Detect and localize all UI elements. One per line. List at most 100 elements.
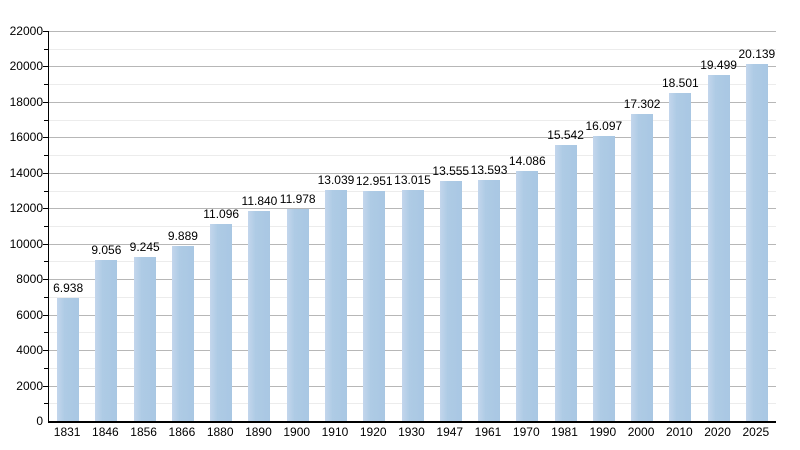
x-axis-tick-label: 1947 bbox=[436, 425, 464, 439]
y-axis-tick-label: 22000 bbox=[9, 24, 43, 38]
x-axis-tick-label: 1920 bbox=[359, 425, 387, 439]
bar-1947 bbox=[439, 180, 462, 421]
bar-1920 bbox=[363, 191, 386, 421]
bar-1880 bbox=[210, 224, 233, 421]
bar-value-label: 13.039 bbox=[317, 172, 355, 187]
major-gridline bbox=[49, 66, 776, 67]
bar-value-label: 19.499 bbox=[700, 58, 737, 73]
bar-2010 bbox=[669, 93, 692, 421]
y-axis-tick bbox=[43, 368, 48, 369]
bar-value-label: 13.593 bbox=[470, 163, 508, 178]
minor-gridline bbox=[49, 155, 776, 156]
y-axis-tick bbox=[43, 403, 48, 404]
x-axis-tick-label: 1910 bbox=[321, 425, 349, 439]
y-axis-tick bbox=[42, 102, 48, 103]
x-axis-tick-label: 1900 bbox=[283, 425, 311, 439]
y-axis-tick bbox=[43, 297, 48, 298]
bar-1961 bbox=[478, 180, 501, 421]
y-axis-tick-label: 6000 bbox=[16, 307, 43, 322]
bar-value-label: 9.245 bbox=[129, 240, 160, 255]
y-axis-tick bbox=[42, 173, 48, 174]
y-axis-tick bbox=[43, 120, 48, 121]
bar-value-label: 11.840 bbox=[241, 194, 278, 209]
bar-value-label: 12.951 bbox=[355, 174, 393, 189]
bar-1831 bbox=[57, 298, 80, 421]
x-axis-tick-label: 2010 bbox=[665, 425, 693, 439]
bar-2025 bbox=[745, 64, 768, 421]
major-gridline bbox=[49, 31, 776, 32]
y-axis-tick bbox=[43, 191, 48, 192]
x-axis-tick-label: 1981 bbox=[551, 425, 578, 439]
minor-gridline bbox=[49, 84, 776, 85]
y-axis-tick bbox=[42, 350, 48, 351]
x-axis-tick-label: 1831 bbox=[53, 425, 81, 439]
x-axis-tick-label: 2000 bbox=[627, 425, 655, 439]
bar-1981 bbox=[554, 145, 577, 421]
y-axis-tick-label: 16000 bbox=[9, 130, 43, 145]
x-axis-tick-label: 1890 bbox=[245, 425, 272, 439]
x-axis-tick-label: 1970 bbox=[512, 425, 540, 439]
bar-value-label: 9.889 bbox=[167, 228, 198, 243]
bar-2000 bbox=[631, 114, 654, 421]
x-axis-tick-label: 1880 bbox=[206, 425, 234, 439]
y-axis-tick bbox=[43, 84, 48, 85]
bar-1990 bbox=[592, 135, 615, 421]
y-axis-tick-label: 8000 bbox=[16, 272, 43, 287]
major-gridline bbox=[49, 102, 776, 103]
x-axis-tick-label: 2020 bbox=[704, 425, 731, 439]
x-axis-tick-label: 1856 bbox=[130, 425, 157, 439]
y-axis-tick bbox=[42, 315, 48, 316]
major-gridline bbox=[49, 137, 776, 138]
y-axis-tick bbox=[42, 137, 48, 138]
y-axis-tick bbox=[42, 386, 48, 387]
y-axis-tick-label: 20000 bbox=[9, 59, 43, 74]
y-axis-tick bbox=[43, 261, 48, 262]
y-axis-tick bbox=[42, 244, 48, 245]
y-axis-tick-label: 4000 bbox=[16, 343, 43, 358]
major-gridline bbox=[49, 173, 776, 174]
x-axis-tick-label: 1961 bbox=[474, 425, 502, 439]
y-axis-tick bbox=[42, 208, 48, 209]
bar-value-label: 14.086 bbox=[508, 154, 546, 169]
bar-1970 bbox=[516, 171, 539, 421]
bar-1866 bbox=[171, 245, 194, 421]
bar-value-label: 18.501 bbox=[661, 76, 699, 91]
y-axis-tick bbox=[43, 332, 48, 333]
bar-2020 bbox=[707, 75, 730, 421]
y-axis-tick-label: 12000 bbox=[9, 201, 43, 216]
bar-value-label: 16.097 bbox=[585, 118, 623, 133]
y-axis-tick-label: 10000 bbox=[9, 236, 43, 251]
y-axis-tick bbox=[43, 49, 48, 50]
y-axis-tick-label: 2000 bbox=[16, 378, 43, 393]
y-axis-tick-label: 18000 bbox=[9, 94, 43, 109]
bar-1900 bbox=[286, 208, 309, 421]
bar-value-label: 13.555 bbox=[432, 163, 470, 178]
y-axis-tick-label: 0 bbox=[36, 414, 43, 428]
minor-gridline bbox=[49, 49, 776, 50]
bar-value-label: 20.139 bbox=[738, 46, 776, 61]
x-axis-tick-label: 2025 bbox=[742, 425, 770, 439]
x-axis-tick-label: 1930 bbox=[398, 425, 425, 439]
bar-value-label: 9.056 bbox=[91, 243, 122, 258]
bar-value-label: 15.542 bbox=[547, 128, 584, 143]
x-axis-tick-label: 1846 bbox=[92, 425, 119, 439]
y-axis-tick bbox=[43, 226, 48, 227]
bar-value-label: 11.096 bbox=[203, 207, 240, 222]
y-axis-tick bbox=[42, 279, 48, 280]
x-axis-tick-label: 1866 bbox=[168, 425, 196, 439]
y-axis-tick bbox=[43, 155, 48, 156]
bar-1910 bbox=[324, 189, 347, 421]
bar-value-label: 13.015 bbox=[394, 173, 431, 188]
bar-value-label: 6.938 bbox=[53, 281, 84, 295]
minor-gridline bbox=[49, 120, 776, 121]
bar-value-label: 17.302 bbox=[623, 97, 661, 112]
x-axis-tick-label: 1990 bbox=[589, 425, 617, 439]
y-axis-tick bbox=[42, 31, 48, 32]
plot-area: 6.938 9.056 9.245 9.889 11.096 11.840 11.978 13… bbox=[42, 31, 776, 423]
bar-1930 bbox=[401, 190, 424, 421]
y-axis-tick bbox=[42, 66, 48, 67]
bar-1890 bbox=[248, 211, 271, 421]
bar-1856 bbox=[133, 257, 156, 421]
bar-value-label: 11.978 bbox=[279, 191, 316, 206]
